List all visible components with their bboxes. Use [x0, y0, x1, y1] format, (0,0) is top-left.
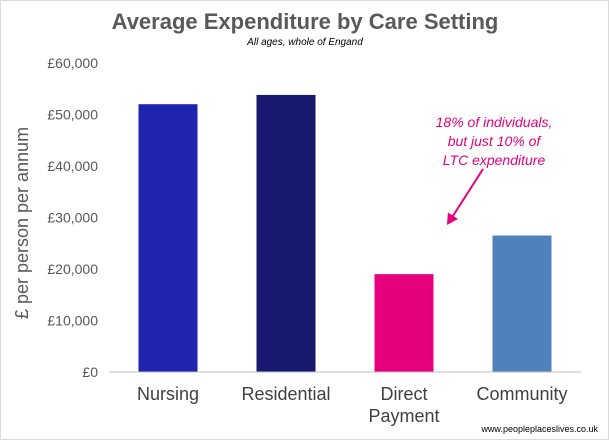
footer-url: www.peopleplaceslives.co.uk [480, 424, 598, 434]
y-tick-label: £20,000 [47, 261, 98, 277]
y-tick-label: £50,000 [47, 107, 98, 123]
y-tick-label: £10,000 [47, 313, 98, 329]
x-tick-label: Direct [380, 384, 427, 404]
y-tick-label: £30,000 [47, 210, 98, 226]
bar [492, 235, 552, 372]
x-tick-label: Payment [368, 406, 439, 426]
y-tick-label: £0 [82, 364, 98, 380]
bar [138, 104, 198, 372]
bar [374, 274, 434, 372]
annotation-arrowhead [447, 212, 458, 225]
x-tick-label: Nursing [137, 384, 199, 404]
x-tick-label: Community [476, 384, 567, 404]
y-tick-label: £40,000 [47, 158, 98, 174]
annotation-arrow [450, 168, 484, 220]
chart-title: Average Expenditure by Care Setting [112, 9, 499, 34]
y-axis-ticks: £0 £10,000 £20,000 £30,000 £40,000 £50,000 £60… [47, 55, 98, 380]
annotation-text: 18% of individuals, [436, 114, 553, 130]
y-tick-label: £60,000 [47, 55, 98, 71]
annotation-text: but just 10% of [448, 133, 543, 149]
chart-subtitle: All ages, whole of Engand [246, 37, 363, 48]
bar-group [138, 94, 552, 373]
bar [256, 94, 316, 373]
y-axis-label: £ per person per annum [12, 127, 32, 319]
x-tick-label: Residential [241, 384, 330, 404]
annotation-text: LTC expenditure [443, 152, 546, 168]
annotation: 18% of individuals, but just 10% of LTC ex… [436, 114, 553, 225]
